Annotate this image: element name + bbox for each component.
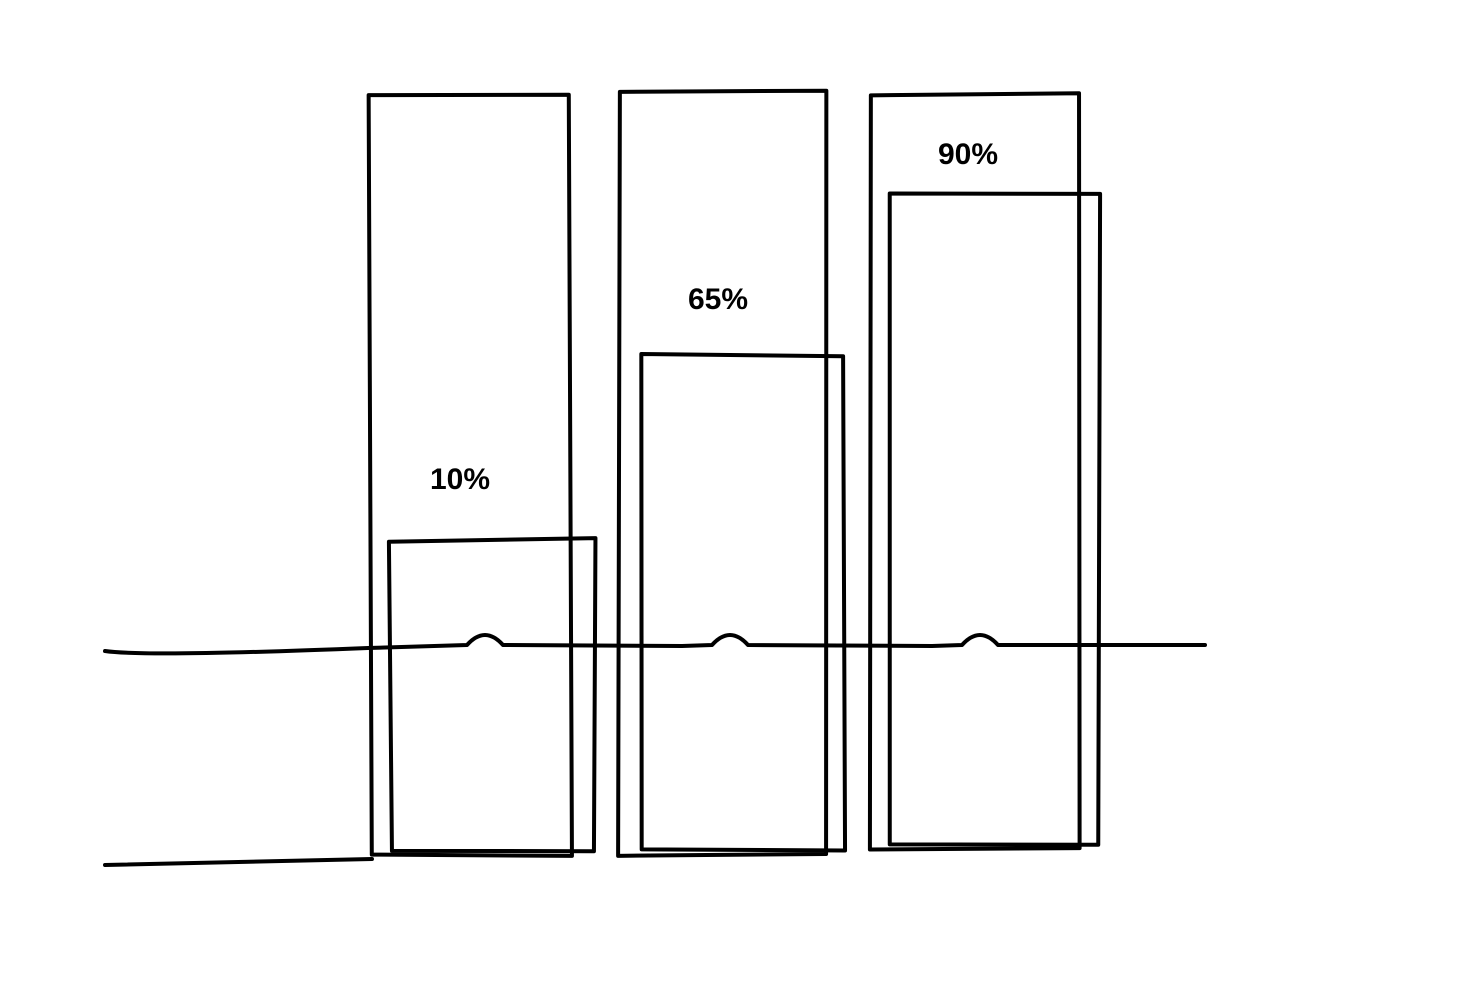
bar-value-label: 65% bbox=[688, 283, 748, 317]
line-art-bar-chart: 10% 65% 90% bbox=[0, 0, 1470, 980]
chart-svg bbox=[0, 0, 1470, 980]
bar-value-label: 10% bbox=[430, 463, 490, 497]
bar-value-label: 90% bbox=[938, 138, 998, 172]
